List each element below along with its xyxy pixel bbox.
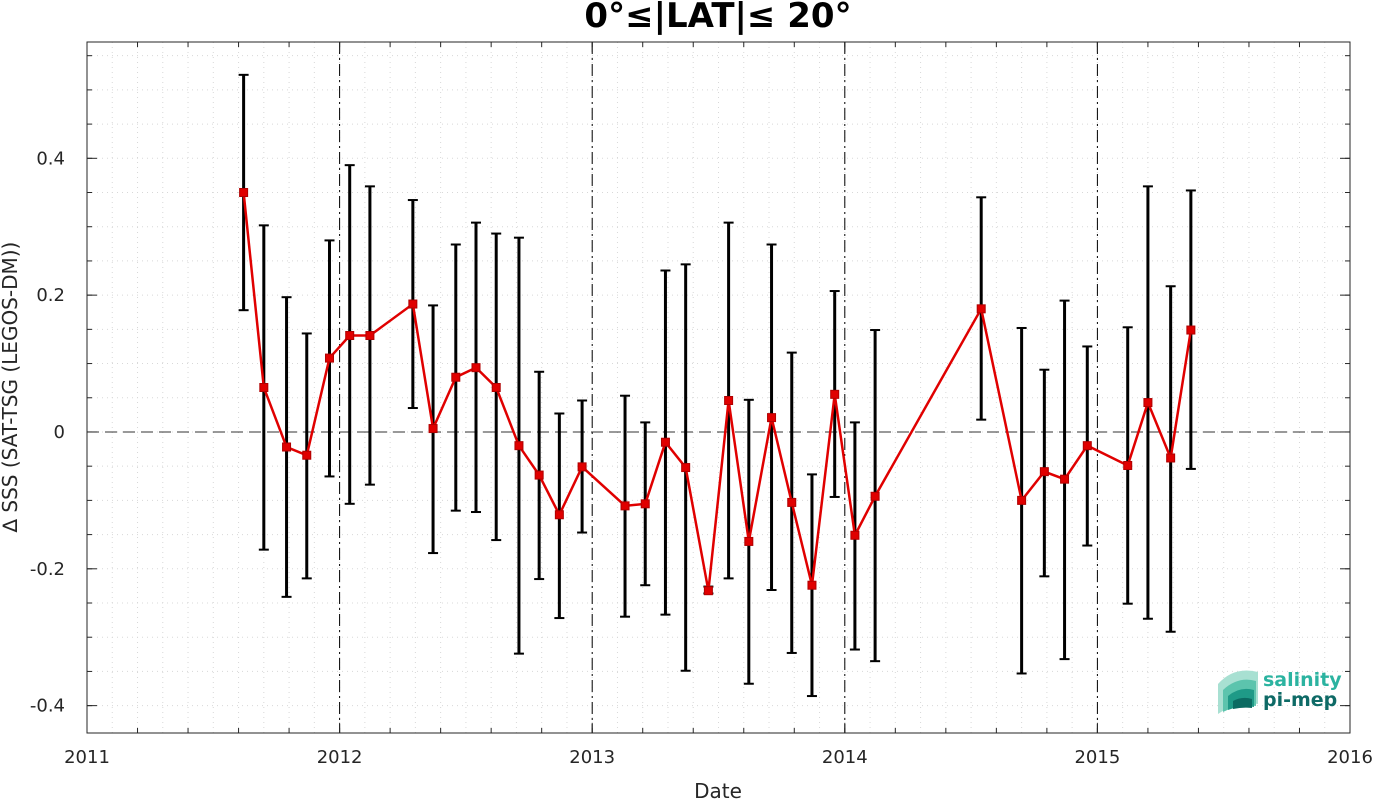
- x-axis-label: Date: [694, 779, 742, 801]
- x-tick-label: 2014: [822, 747, 868, 768]
- y-axis-label: ∆ SSS (SAT-TSG (LEGOS-DM)): [0, 242, 22, 534]
- data-point: [681, 463, 691, 473]
- x-tick-label: 2012: [317, 747, 363, 768]
- x-tick-label: 2013: [569, 747, 615, 768]
- data-point: [428, 424, 438, 434]
- data-point: [514, 441, 524, 451]
- y-tick-label: -0.2: [30, 559, 65, 580]
- chart-title: 0°≤|LAT|≤ 20°: [584, 0, 851, 36]
- axes: [86, 41, 1351, 734]
- data-point: [1060, 474, 1070, 484]
- data-point: [282, 442, 292, 452]
- x-tick-label: 2016: [1327, 747, 1373, 768]
- data-point: [640, 499, 650, 509]
- series-line: [242, 192, 1193, 591]
- logo-text-salinity: salinity: [1263, 669, 1342, 691]
- data-point: [1082, 441, 1092, 451]
- data-point: [302, 450, 312, 460]
- x-tick-label: 2015: [1074, 747, 1120, 768]
- tick-labels: -0.4 -0.2 0 0.2 0.4 2011 2012 2013 2014 2015 2016: [30, 148, 1373, 768]
- wave-logo-icon: [1218, 670, 1258, 714]
- data-point: [577, 462, 587, 472]
- salinity-pimep-logo: salinity pi-mep: [1218, 669, 1342, 714]
- data-point: [259, 383, 269, 392]
- y-tick-label: -0.4: [30, 696, 65, 717]
- data-point: [807, 580, 817, 590]
- data-point: [1186, 325, 1196, 335]
- data-point: [365, 331, 375, 341]
- y-tick-label: 0.4: [36, 148, 65, 169]
- data-point: [491, 383, 501, 392]
- data-point: [1143, 398, 1153, 408]
- data-point: [850, 530, 860, 540]
- data-series: [239, 188, 1196, 596]
- data-point: [345, 331, 355, 341]
- data-point: [870, 491, 880, 501]
- data-point: [767, 413, 777, 423]
- data-point: [976, 304, 986, 314]
- data-point: [744, 536, 754, 546]
- data-point: [451, 372, 461, 382]
- data-point: [703, 586, 713, 596]
- data-point: [724, 395, 734, 405]
- logo-text-pimep: pi-mep: [1263, 689, 1337, 711]
- data-point: [408, 299, 418, 309]
- y-tick-label: 0: [54, 422, 65, 443]
- data-point: [534, 470, 544, 480]
- data-point: [554, 510, 564, 520]
- data-point: [787, 497, 797, 507]
- x-tick-label: 2011: [64, 747, 110, 768]
- data-point: [239, 188, 249, 198]
- data-point: [1039, 467, 1049, 477]
- data-point: [1017, 495, 1027, 505]
- data-point: [1166, 453, 1176, 463]
- y-tick-label: 0.2: [36, 285, 65, 306]
- data-point: [471, 363, 481, 373]
- data-point: [830, 389, 840, 399]
- data-point: [324, 353, 334, 363]
- grid: [86, 42, 1351, 733]
- data-point: [660, 437, 670, 447]
- data-point: [620, 501, 630, 511]
- plot-frame: [86, 41, 1351, 734]
- data-point: [1123, 460, 1133, 470]
